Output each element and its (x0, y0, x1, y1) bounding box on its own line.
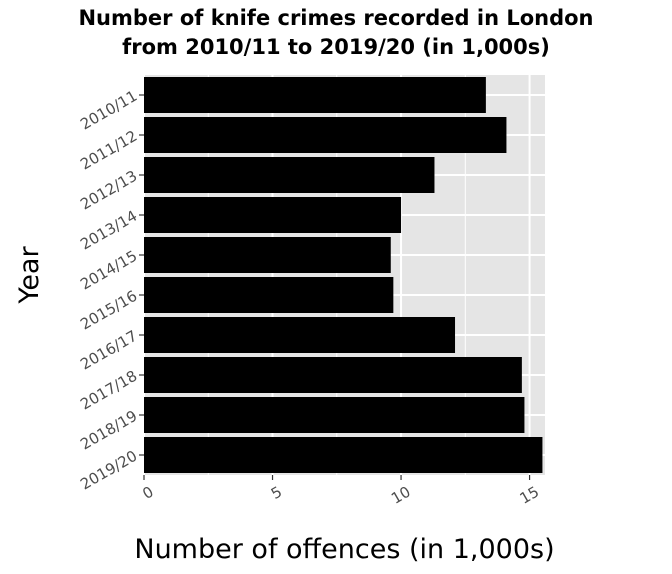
y-axis: 2010/112011/122012/132013/142014/152015/… (77, 87, 144, 494)
bar-2017-18 (144, 357, 522, 393)
bar-2011-12 (144, 117, 507, 153)
chart-title-line-2: from 2010/11 to 2019/20 (in 1,000s) (122, 35, 550, 59)
x-tick-label: 5 (268, 483, 285, 503)
x-tick-label: 10 (388, 483, 414, 508)
bar-2014-15 (144, 237, 391, 273)
bar-2016-17 (144, 317, 456, 353)
bar-2012-13 (144, 157, 435, 193)
x-axis-title: Number of offences (in 1,000s) (134, 534, 554, 565)
bar-2018-19 (144, 397, 525, 433)
bar-2019-20 (144, 437, 543, 473)
x-tick-label: 15 (517, 483, 543, 508)
chart-title: Number of knife crimes recorded in Londo… (0, 4, 672, 62)
y-axis-title: Year (14, 246, 45, 305)
y-tick-label: 2019/20 (77, 447, 140, 494)
x-axis: 0 5 10 15 (139, 475, 542, 508)
x-tick-label: 0 (139, 483, 156, 503)
bar-2013-14 (144, 197, 402, 233)
bars (144, 77, 543, 473)
bar-2015-16 (144, 277, 394, 313)
bar-2010-11 (144, 77, 486, 113)
chart-title-line-1: Number of knife crimes recorded in Londo… (78, 6, 594, 30)
